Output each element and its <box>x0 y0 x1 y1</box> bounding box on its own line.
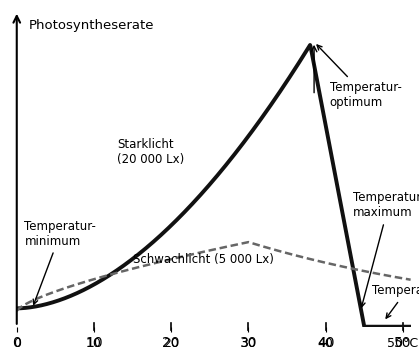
Text: 20: 20 <box>163 337 179 350</box>
Text: Schwachlicht (5 000 Lx): Schwachlicht (5 000 Lx) <box>132 253 274 265</box>
Text: Temperatur-
minimum: Temperatur- minimum <box>24 220 96 304</box>
Text: Photosyntheserate: Photosyntheserate <box>28 19 154 32</box>
Text: Temperatur-
optimum: Temperatur- optimum <box>317 45 401 109</box>
Text: Starklicht
(20 000 Lx): Starklicht (20 000 Lx) <box>117 138 184 166</box>
Text: Temperatur-
maximum: Temperatur- maximum <box>353 191 419 307</box>
Text: 0: 0 <box>13 337 21 350</box>
Text: 10: 10 <box>86 337 102 350</box>
Text: 40: 40 <box>318 337 334 350</box>
Text: 50°C: 50°C <box>387 337 419 350</box>
Text: 30: 30 <box>241 337 256 350</box>
Text: Temperatur: Temperatur <box>372 284 419 318</box>
